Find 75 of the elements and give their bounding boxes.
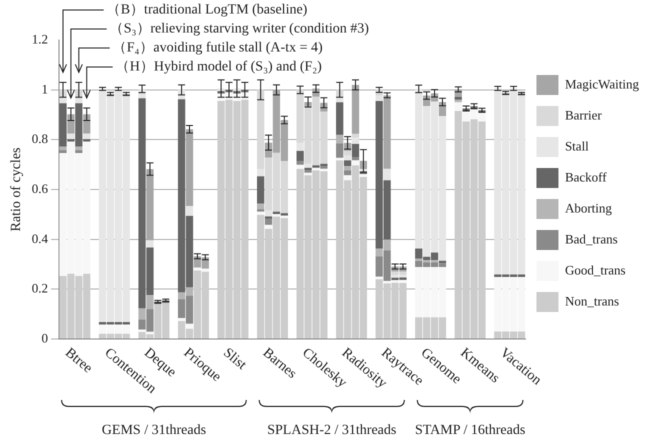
- bar: [83, 114, 90, 134]
- y-axis-title: Ratio of cycles: [9, 148, 24, 232]
- y-tick-label: 0.8: [32, 131, 48, 146]
- legend-label: Stall: [564, 138, 590, 154]
- bar: [344, 166, 352, 170]
- bar: [296, 161, 304, 165]
- y-tick-label: 1.2: [32, 31, 48, 46]
- bar: [304, 170, 312, 173]
- bar: [138, 330, 146, 332]
- bar: [296, 164, 304, 169]
- bar: [256, 169, 264, 176]
- bar: [352, 134, 360, 138]
- bar: [352, 144, 360, 158]
- bar: [296, 142, 304, 151]
- bar: [344, 175, 352, 180]
- legend-label: Bad_trans: [564, 231, 618, 246]
- bar: [304, 168, 312, 170]
- bar: [438, 260, 446, 264]
- y-tick-label: 1: [42, 81, 48, 96]
- bar: [146, 240, 154, 248]
- bar: [186, 206, 194, 216]
- annotation: （F₄）avoiding futile stall (A-tx = 4): [112, 40, 323, 56]
- y-tick-label: 0: [42, 330, 48, 346]
- bar: [83, 134, 90, 140]
- y-tick-label: 0.4: [32, 230, 49, 246]
- bar: [336, 102, 344, 135]
- bar: [256, 209, 264, 212]
- bar: [264, 210, 272, 216]
- bar: [352, 160, 360, 166]
- bar: [304, 164, 312, 168]
- bar: [376, 276, 383, 280]
- text: （S₃）relieving starving writer (condition #3): [110, 22, 370, 37]
- y-tick-label: 0.2: [32, 280, 48, 296]
- bar: [256, 176, 264, 204]
- x-tick-label: Slist: [220, 345, 249, 373]
- bar: [186, 324, 194, 329]
- bar: [352, 157, 360, 160]
- bar: [320, 166, 328, 169]
- bar: [360, 174, 368, 178]
- bar: [336, 143, 344, 158]
- bar: [256, 212, 264, 215]
- bar: [264, 224, 272, 229]
- legend-label: Backoff: [564, 169, 608, 184]
- bar: [256, 204, 264, 210]
- y-tick-label: 0.6: [32, 180, 49, 196]
- bar: [264, 218, 272, 225]
- legend-label: Barrier: [564, 107, 602, 122]
- bar: [344, 160, 352, 166]
- legend-label: Aborting: [564, 200, 612, 216]
- text: SPLASH-2 / 31threads: [267, 423, 396, 438]
- annotation: （H）Hybird model of (S₃) and (F₂): [116, 60, 322, 75]
- bar: [146, 332, 154, 334]
- bar: [336, 158, 344, 160]
- legend-label: MagicWaiting: [564, 76, 640, 92]
- legend-label: Good_trans: [564, 262, 626, 278]
- bar: [67, 134, 75, 140]
- bar: [352, 84, 360, 134]
- bar: [454, 96, 462, 100]
- bar: [75, 150, 82, 154]
- bar: [304, 172, 312, 176]
- bar: [383, 168, 391, 180]
- legend-label: Non_trans: [564, 293, 620, 308]
- bar: [352, 138, 360, 144]
- text: STAMP / 16threads: [414, 423, 526, 438]
- bar: [344, 170, 352, 176]
- bar: [178, 318, 186, 322]
- bar: [75, 146, 82, 150]
- bar: [264, 216, 272, 219]
- bar: [344, 156, 352, 160]
- bar: [59, 146, 67, 150]
- text: （B）traditional LogTM (baseline): [106, 2, 308, 18]
- bar: [376, 96, 383, 102]
- text: GEMS / 31threads: [102, 423, 206, 438]
- bar: [296, 150, 304, 162]
- bar: [344, 150, 352, 156]
